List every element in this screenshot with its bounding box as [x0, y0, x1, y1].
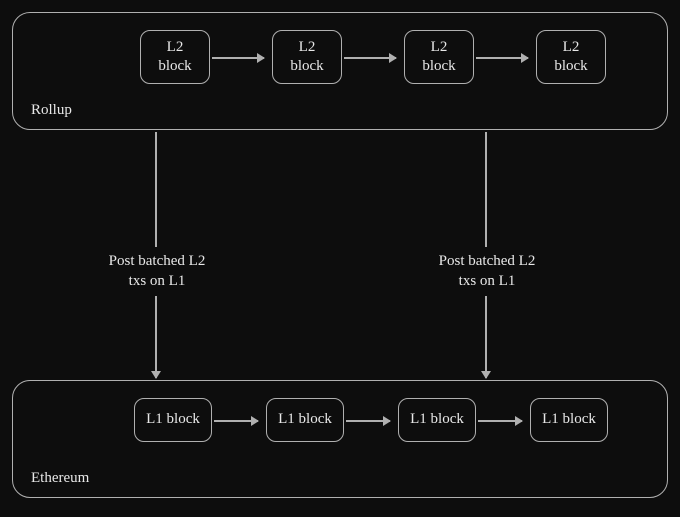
l1-block-1: L1 block: [266, 398, 344, 442]
l2-block-label: L2 block: [554, 38, 587, 77]
l2-arrow-0: [212, 57, 264, 59]
l2-arrow-2: [476, 57, 528, 59]
l1-arrow-1: [346, 420, 390, 422]
l1-block-label: L1 block: [542, 410, 596, 430]
post-label-0: Post batched L2 txs on L1: [92, 247, 222, 296]
post-label-1: Post batched L2 txs on L1: [422, 247, 552, 296]
l2-block-label: L2 block: [422, 38, 455, 77]
l1-arrow-2: [478, 420, 522, 422]
l2-block-2: L2 block: [404, 30, 474, 84]
l1-block-label: L1 block: [278, 410, 332, 430]
l2-block-label: L2 block: [290, 38, 323, 77]
l1-block-2: L1 block: [398, 398, 476, 442]
ethereum-label: Ethereum: [31, 470, 89, 487]
rollup-label: Rollup: [31, 102, 72, 119]
l1-block-label: L1 block: [410, 410, 464, 430]
l1-block-label: L1 block: [146, 410, 200, 430]
l2-block-1: L2 block: [272, 30, 342, 84]
l1-arrow-0: [214, 420, 258, 422]
l2-block-0: L2 block: [140, 30, 210, 84]
l2-block-3: L2 block: [536, 30, 606, 84]
l2-block-label: L2 block: [158, 38, 191, 77]
l1-block-3: L1 block: [530, 398, 608, 442]
l1-block-0: L1 block: [134, 398, 212, 442]
l2-arrow-1: [344, 57, 396, 59]
